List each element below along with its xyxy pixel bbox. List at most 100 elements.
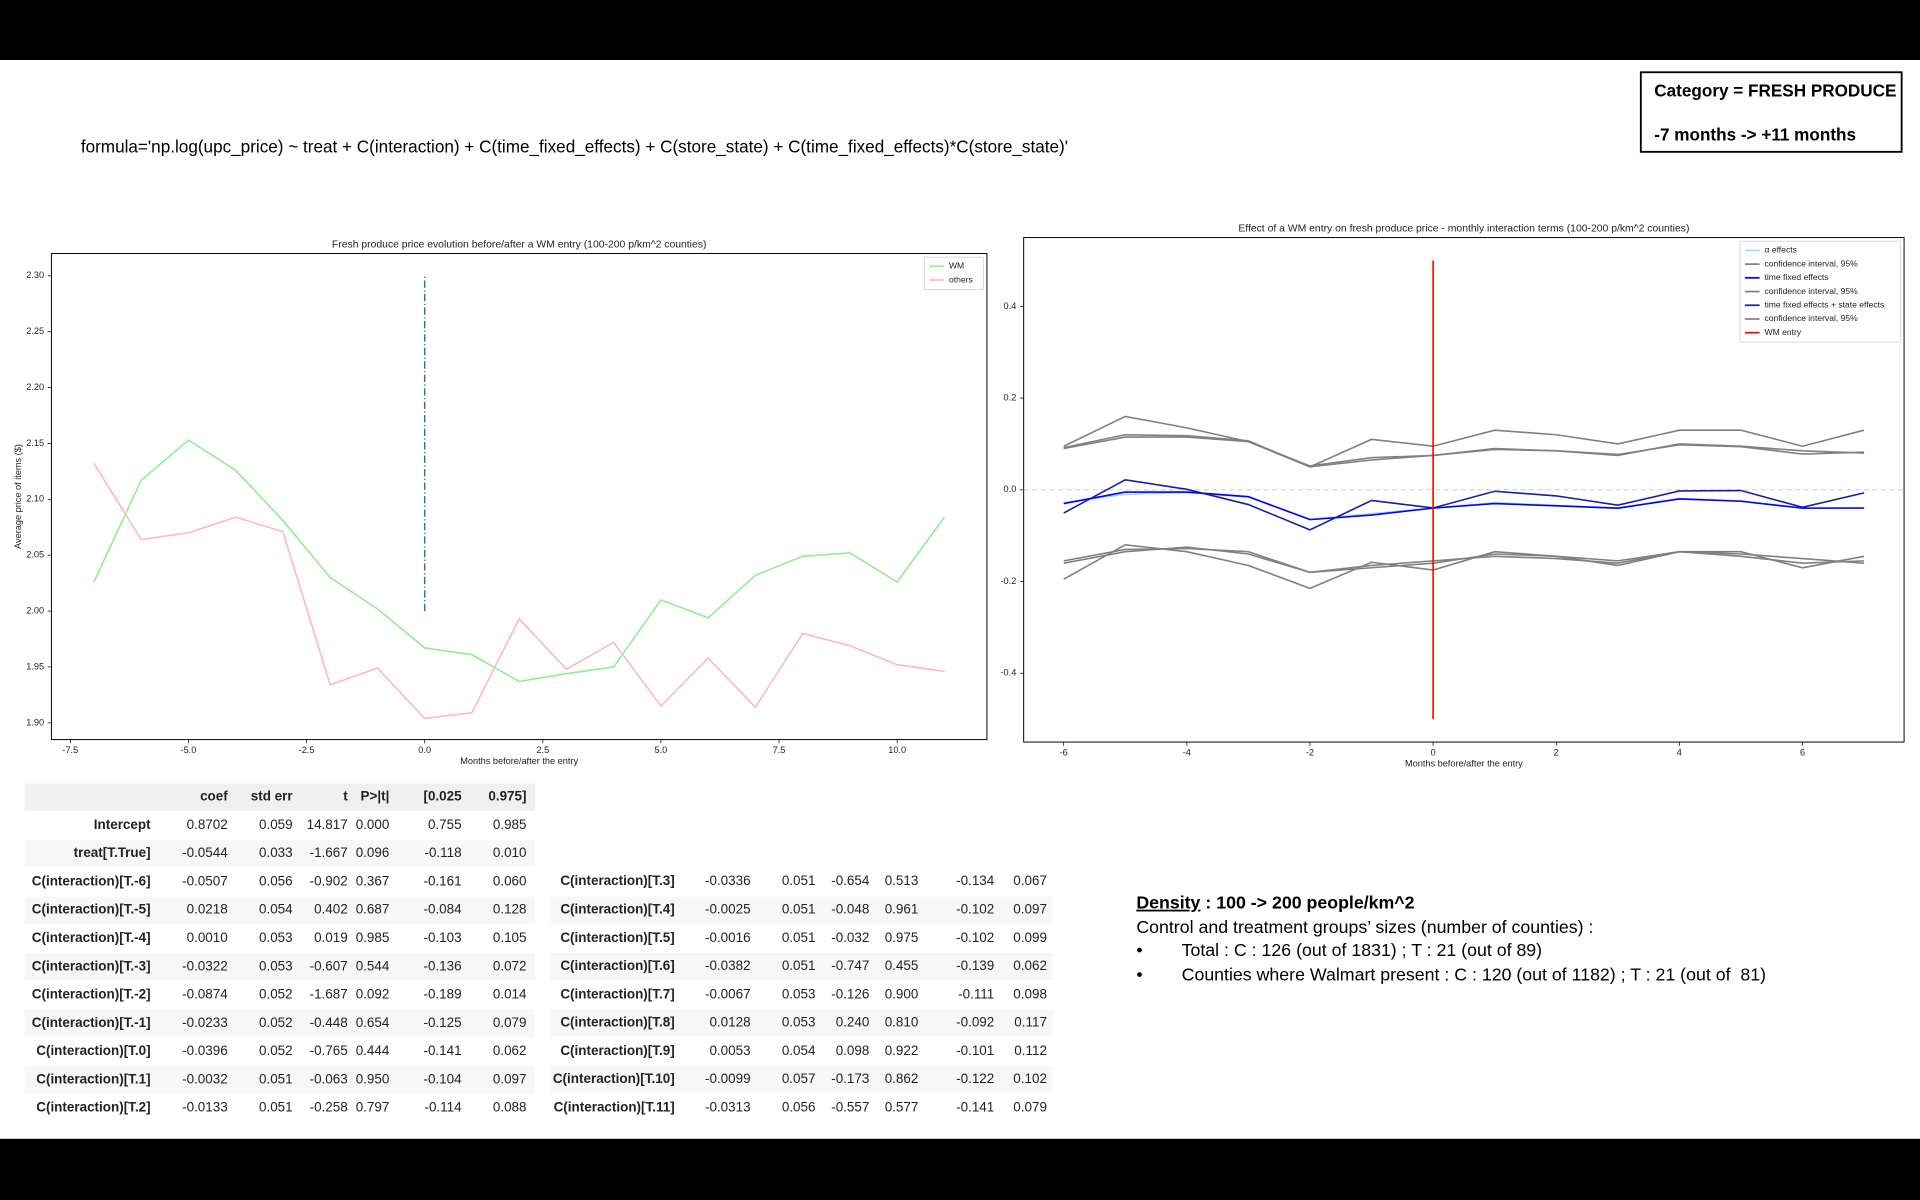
column-header: t [343,789,348,804]
cell: -0.102 [956,901,994,916]
cell: 0.097 [1013,901,1047,916]
row-label: C(interaction)[T.6] [560,958,674,973]
x-tick-label: -4 [1183,747,1191,757]
cell: -0.0025 [705,901,751,916]
bullet: Counties where Walmart present : C : 120… [1182,965,1766,985]
row-bg [24,1009,536,1037]
x-tick-label: 4 [1677,747,1682,757]
cell: 0.0218 [187,902,228,917]
x-tick-label: -6 [1060,747,1068,757]
series-line [1063,433,1865,468]
row-bg [551,1009,1054,1037]
row-label: C(interaction)[T.2] [36,1100,150,1115]
cell: 0.8702 [187,817,228,832]
y-tick-label: 2.05 [26,550,44,560]
row-label: C(interaction)[T.8] [560,1015,674,1030]
legend [1739,240,1901,343]
x-tick-label: 5.0 [655,745,668,755]
cell: -0.141 [423,1043,461,1058]
cell: 0.067 [1013,873,1047,888]
cell: -0.126 [831,986,869,1001]
cell: 0.862 [885,1071,919,1086]
cell: 0.062 [493,1043,527,1058]
x-tick-label: 0.0 [418,745,431,755]
column-header: 0.975] [488,789,526,804]
cell: -0.189 [423,987,461,1002]
cell: 0.985 [493,817,527,832]
groups-intro: Control and treatment groups’ sizes (num… [1136,917,1593,937]
cell: -0.114 [424,1100,462,1115]
row-label: C(interaction)[T.-1] [32,1015,151,1030]
cell: 0.098 [1013,986,1047,1001]
cell: -0.032 [831,930,869,945]
cell: -0.0032 [182,1071,228,1086]
cell: 0.402 [314,902,348,917]
top-bar [0,0,1920,60]
cell: 0.105 [493,930,527,945]
legend-label: confidence interval, 95% [1764,258,1858,268]
cell: 0.054 [782,1043,816,1058]
cell: 0.051 [259,1100,293,1115]
cell: 0.240 [836,1015,870,1030]
cell: -0.0544 [182,845,228,860]
series-line [1063,478,1865,531]
cell: -0.0396 [182,1043,228,1058]
cell: 0.072 [493,958,527,973]
y-tick-label: 2.00 [26,605,44,615]
row-bg [24,1066,536,1094]
column-header: P>|t| [361,789,390,804]
cell: 0.117 [1014,1015,1047,1030]
cell: -0.141 [956,1099,994,1114]
cell: -0.122 [956,1071,994,1086]
cell: 0.051 [782,873,816,888]
x-tick-label: 0 [1431,747,1436,757]
y-tick-label: -0.2 [1001,576,1017,586]
cell: -0.103 [423,930,461,945]
cell: -1.687 [310,987,348,1002]
cell: 0.098 [836,1043,870,1058]
cell: -0.0067 [705,986,751,1001]
cell: -0.902 [310,873,348,888]
legend-label: confidence interval, 95% [1764,313,1858,323]
cell: 0.079 [1013,1099,1047,1114]
x-tick-label: 2 [1554,747,1559,757]
row-bg [24,953,536,981]
cell: 0.053 [782,986,816,1001]
cell: 0.053 [259,958,293,973]
cell: 0.056 [782,1099,816,1114]
cell: -0.448 [310,1015,348,1030]
series-line [93,439,946,683]
row-label: C(interaction)[T.5] [560,930,674,945]
row-bg [24,840,536,868]
x-tick-label: 7.5 [773,745,786,755]
y-tick-label: 2.15 [26,438,44,448]
row-label: C(interaction)[T.-5] [32,902,151,917]
row-label: C(interaction)[T.-2] [32,987,151,1002]
header-box [1639,71,1903,153]
bullet: Total : C : 126 (out of 1831) ; T : 21 (… [1182,940,1542,960]
y-tick-label: 1.95 [26,661,44,671]
legend-label: WM [949,261,964,271]
cell: -0.0133 [182,1100,228,1115]
legend [924,256,984,290]
chart-title: Effect of a WM entry on fresh produce pr… [1238,224,1689,235]
series-line [1063,544,1865,590]
cell: 0.950 [356,1071,390,1086]
cell: -0.048 [831,901,869,916]
cell: 0.019 [314,930,348,945]
legend-label: time fixed effects + state effects [1764,300,1884,310]
cell: 0.014 [493,987,527,1002]
legend-label: time fixed effects [1764,272,1828,282]
row-label: C(interaction)[T.11] [554,1099,675,1114]
cell: -0.139 [956,958,994,973]
x-tick-label: 6 [1800,747,1805,757]
row-bg [551,953,1054,980]
density-label: Density [1136,892,1200,912]
cell: -0.557 [831,1099,869,1114]
y-tick-label: 2.25 [26,326,44,336]
cell: 0.513 [885,873,919,888]
series-line [93,463,945,720]
series-line [1063,547,1865,574]
y-tick-label: -0.4 [1001,668,1017,678]
